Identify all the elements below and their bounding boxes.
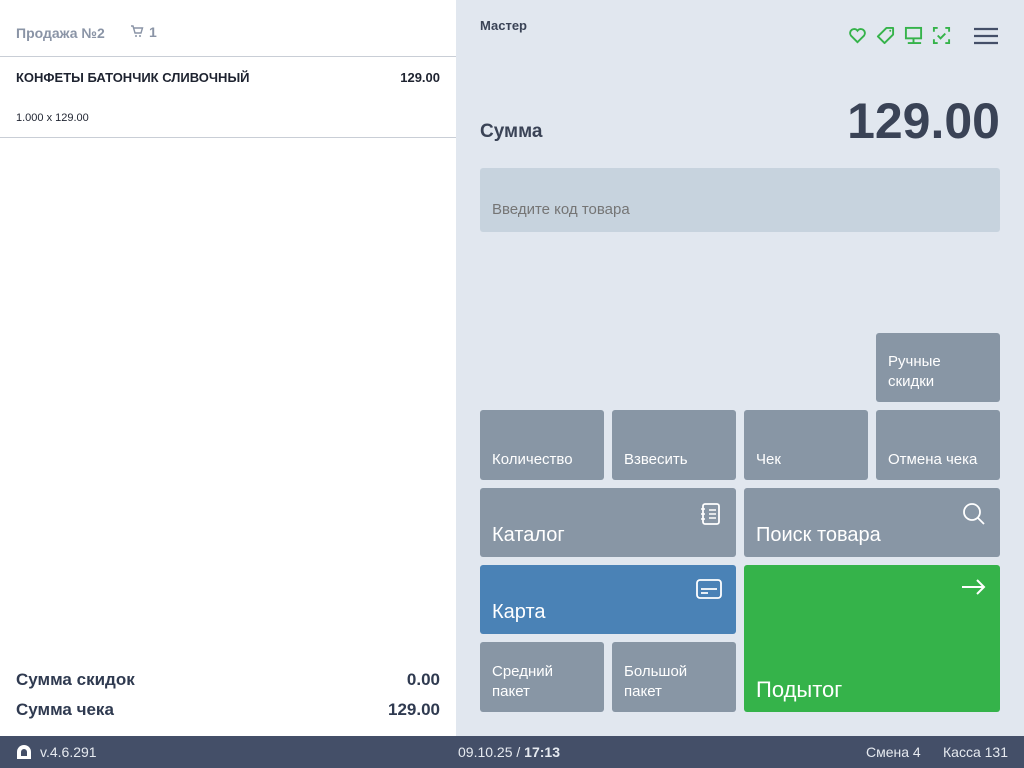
monitor-icon[interactable] xyxy=(904,26,923,45)
cart-count: 1 xyxy=(130,24,157,40)
search-icon xyxy=(963,503,985,525)
receipt-total-value: 129.00 xyxy=(388,700,440,719)
cancel-receipt-button[interactable]: Отмена чека xyxy=(876,410,1000,480)
time: 17:13 xyxy=(524,744,560,760)
tag-icon[interactable] xyxy=(876,26,895,45)
status-bar: v.4.6.291 09.10.25 / 17:13 Смена 4 Касса… xyxy=(0,736,1024,768)
subtotal-button[interactable]: Подытог xyxy=(744,565,1000,712)
discount-label: Сумма скидок xyxy=(16,670,135,689)
receipt-total-label: Сумма чека xyxy=(16,700,114,719)
heart-icon[interactable] xyxy=(848,26,867,45)
item-total: 129.00 xyxy=(400,70,440,85)
date: 09.10.25 xyxy=(458,744,513,760)
item-detail: 1.000 x 129.00 xyxy=(16,112,89,124)
status-icons xyxy=(848,26,951,45)
app-logo-icon xyxy=(17,745,31,759)
sum-label: Сумма xyxy=(480,121,543,142)
product-code-input[interactable] xyxy=(480,168,1000,232)
card-payment-button[interactable]: Карта xyxy=(480,565,736,634)
app-version: v.4.6.291 xyxy=(40,744,97,760)
large-bag-button[interactable]: Большой пакет xyxy=(612,642,736,712)
catalog-book-icon xyxy=(701,503,720,525)
quantity-button[interactable]: Количество xyxy=(480,410,604,480)
user-name: Мастер xyxy=(480,18,527,33)
shift: Смена 4 xyxy=(866,744,921,760)
discount-value: 0.00 xyxy=(406,670,440,689)
divider xyxy=(0,56,456,57)
manual-discounts-button[interactable]: Ручные скидки xyxy=(876,333,1000,402)
search-label: Поиск товара xyxy=(756,524,881,546)
receipt-panel: Продажа №2 1 КОНФЕТЫ БАТОНЧИК СЛИВОЧНЫЙ … xyxy=(0,0,456,736)
medium-bag-button[interactable]: Средний пакет xyxy=(480,642,604,712)
control-panel: Мастер Сумма 129.00 Ручные скидки Количе… xyxy=(456,0,1024,736)
list-item[interactable]: КОНФЕТЫ БАТОНЧИК СЛИВОЧНЫЙ 129.00 1.000 … xyxy=(0,57,456,138)
receipt-button[interactable]: Чек xyxy=(744,410,868,480)
scan-check-icon[interactable] xyxy=(932,26,951,45)
weigh-button[interactable]: Взвесить xyxy=(612,410,736,480)
item-name: КОНФЕТЫ БАТОНЧИК СЛИВОЧНЫЙ xyxy=(16,70,250,85)
cart-icon xyxy=(131,25,144,37)
menu-icon[interactable] xyxy=(974,27,998,45)
catalog-label: Каталог xyxy=(492,524,565,546)
register: Касса 131 xyxy=(943,744,1008,760)
date-time: 09.10.25 / 17:13 xyxy=(458,744,560,760)
cart-count-value: 1 xyxy=(149,24,157,40)
catalog-button[interactable]: Каталог xyxy=(480,488,736,557)
sum-value: 129.00 xyxy=(847,93,1000,149)
search-product-button[interactable]: Поиск товара xyxy=(744,488,1000,557)
card-label: Карта xyxy=(492,601,546,623)
subtotal-label: Подытог xyxy=(756,677,843,702)
arrow-right-icon xyxy=(962,579,986,595)
sale-title: Продажа №2 xyxy=(16,25,105,41)
credit-card-icon xyxy=(696,579,722,599)
